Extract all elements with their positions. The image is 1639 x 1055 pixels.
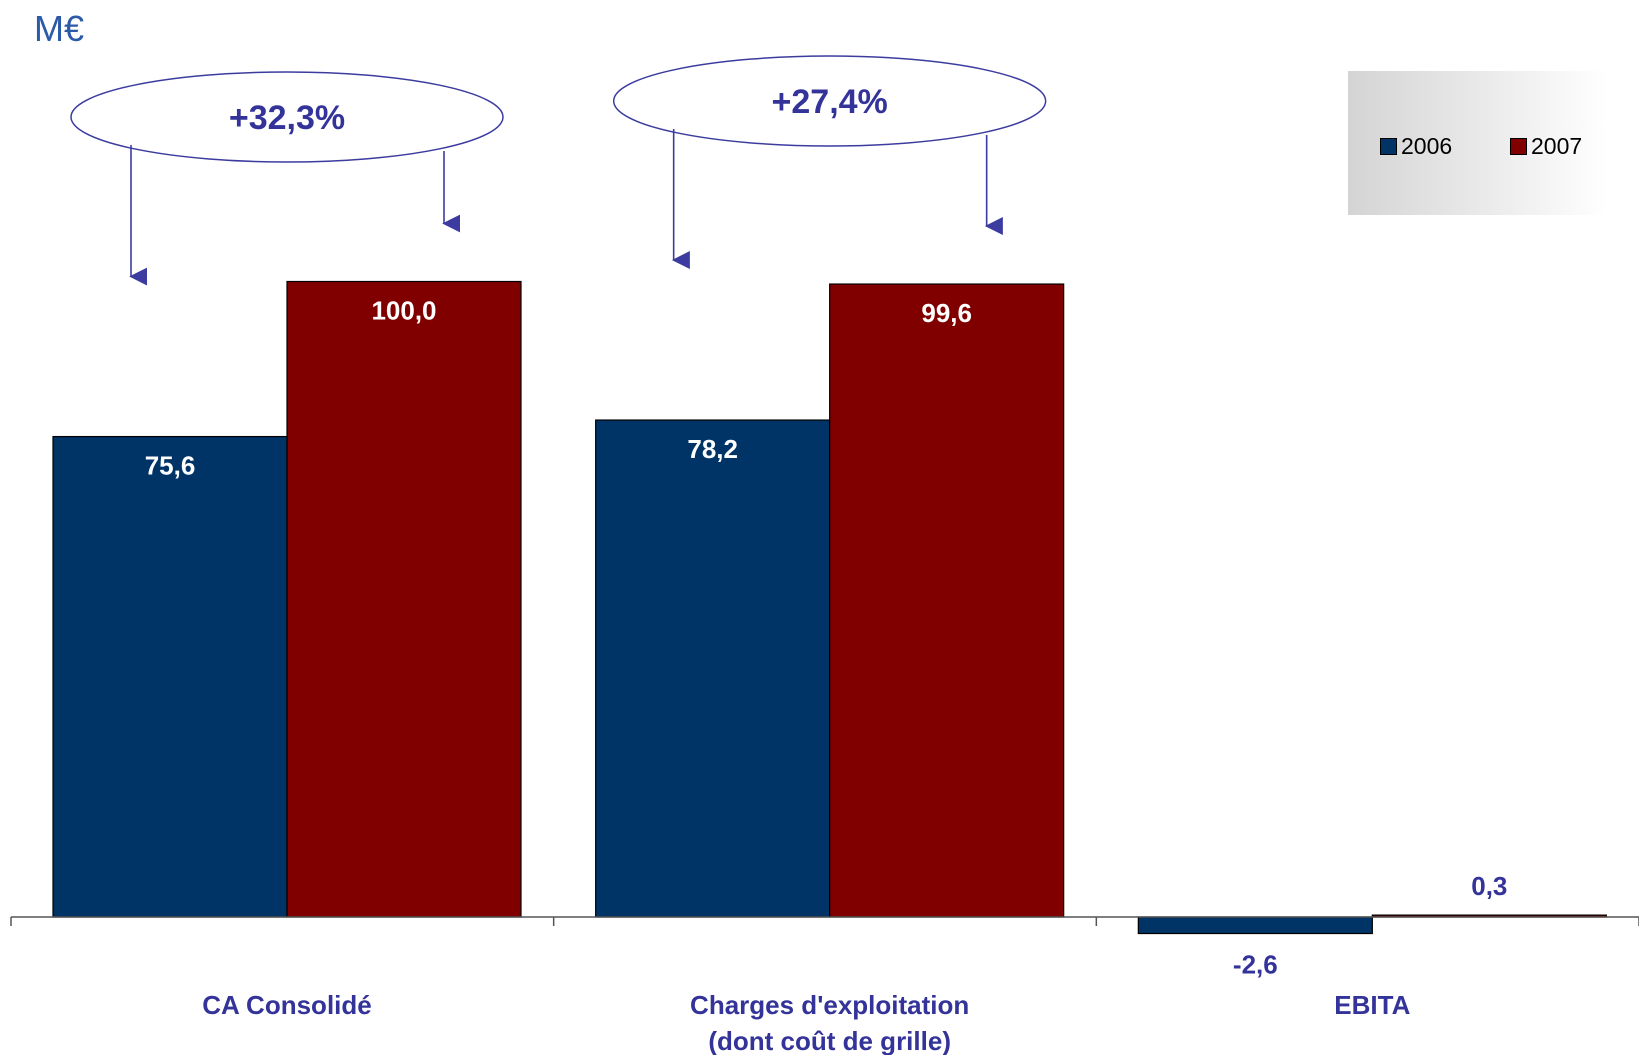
growth-annotations: +32,3% +27,4% (70, 55, 1047, 286)
legend: 2006 2007 (1348, 71, 1608, 215)
value-label-2007-0: 100,0 (371, 296, 436, 326)
legend-swatch-2007 (1510, 138, 1527, 155)
x-axis (10, 916, 1639, 926)
labels-group: 75,6 100,0 CA Consolidé 78,2 99,6 Charges d'e… (145, 296, 1508, 1055)
legend-item-2007: 2007 (1510, 133, 1582, 160)
growth-label-0: +32,3% (229, 99, 345, 137)
bar-2007-1 (829, 283, 1065, 918)
bar-2006-1 (595, 419, 831, 918)
unit-label: M€ (34, 8, 85, 49)
growth-label-1: +27,4% (772, 83, 888, 121)
value-label-2007-2: 0,3 (1471, 871, 1507, 901)
growth-ellipse-1 (612, 55, 1047, 147)
legend-label-2007: 2007 (1531, 133, 1583, 159)
legend-label-2006: 2006 (1401, 133, 1453, 159)
bar-2007-0 (286, 280, 522, 918)
value-label-2006-2: -2,6 (1233, 950, 1278, 980)
bar-2006-0 (52, 435, 288, 918)
value-label-2006-0: 75,6 (145, 451, 196, 481)
legend-swatch-2006 (1380, 138, 1397, 155)
category-label-0: CA Consolidé (202, 990, 371, 1020)
category-label-2: EBITA (1334, 990, 1410, 1020)
growth-ellipse-0 (70, 71, 504, 163)
value-label-2006-1: 78,2 (687, 434, 738, 464)
bars-group (52, 280, 1607, 935)
bar-2006-2 (1137, 916, 1373, 935)
legend-item-2006: 2006 (1380, 133, 1452, 160)
category-label-1-line-0: Charges d'exploitation (690, 990, 969, 1020)
value-label-2007-1: 99,6 (921, 298, 972, 328)
category-label-1-line-1: (dont coût de grille) (708, 1026, 951, 1055)
